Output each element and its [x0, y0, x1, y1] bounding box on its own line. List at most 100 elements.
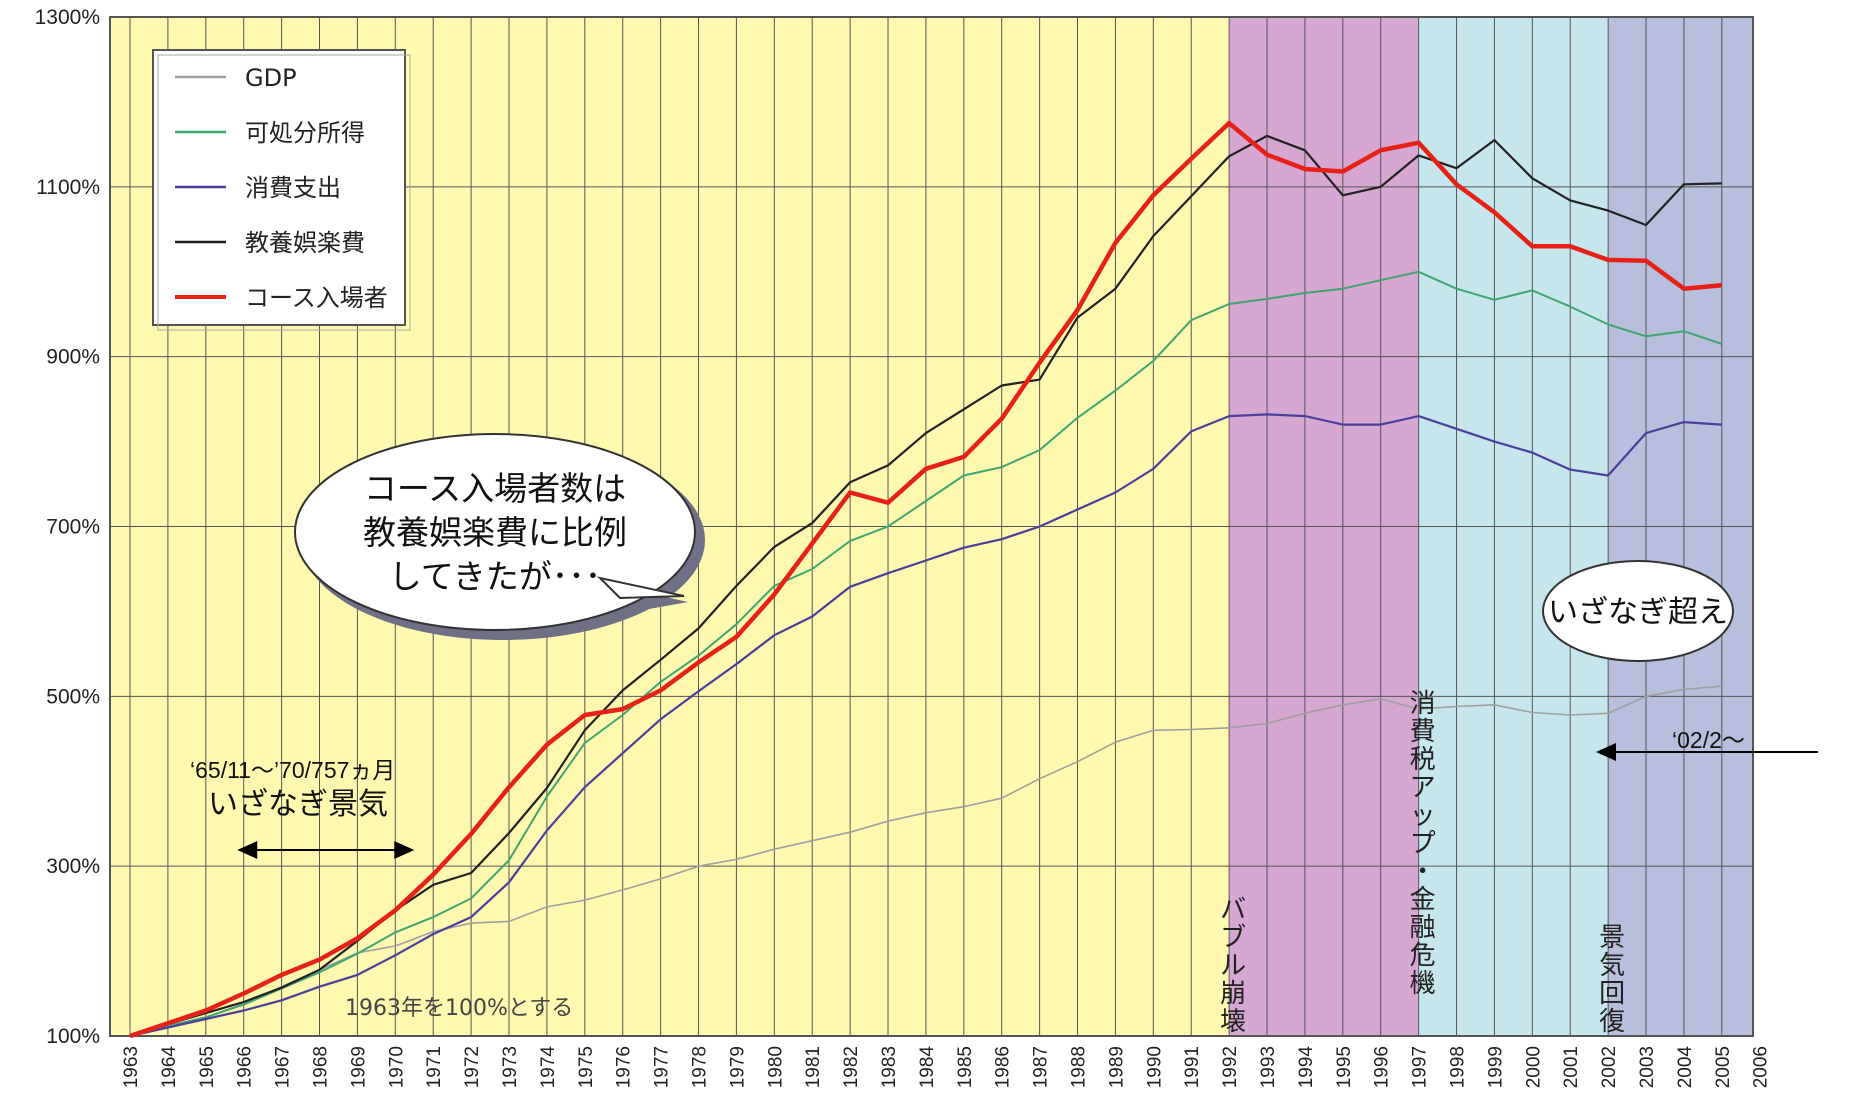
series-line — [129, 413, 1722, 1038]
x-tick-label: 1992 — [1220, 1046, 1241, 1088]
period-label-char: ル — [1220, 951, 1246, 981]
from-label: ‘02/2～ — [1672, 727, 1745, 753]
y-tick-label: 700% — [46, 516, 100, 539]
legend-box — [152, 49, 406, 326]
y-tick-label: 100% — [46, 1025, 100, 1048]
y-tick-label: 900% — [46, 346, 100, 369]
x-tick-label: 1995 — [1334, 1046, 1355, 1088]
series-line — [129, 120, 1723, 1039]
legend-label: 消費支出 — [245, 174, 341, 202]
x-tick-label: 1973 — [500, 1046, 521, 1088]
plot-frame — [109, 16, 1754, 1037]
x-tick-label: 1978 — [690, 1046, 711, 1088]
x-tick-label: 1982 — [841, 1046, 862, 1088]
period-label-char: 壊 — [1220, 1007, 1246, 1037]
y-tick-label: 300% — [46, 855, 100, 878]
x-tick-label: 2004 — [1675, 1046, 1696, 1089]
x-tick-label: 1987 — [1031, 1046, 1052, 1088]
period-label-char: ブ — [1220, 923, 1246, 953]
izanagi-label: いざなぎ景気 — [208, 787, 388, 822]
series-line — [129, 270, 1723, 1037]
x-tick-label: 1996 — [1372, 1046, 1393, 1088]
x-tick-label: 2003 — [1637, 1046, 1658, 1088]
x-tick-label: 1964 — [159, 1046, 180, 1089]
legend-label: 可処分所得 — [245, 119, 365, 147]
x-tick-label: 1994 — [1296, 1046, 1317, 1089]
x-tick-label: 1976 — [614, 1046, 635, 1088]
y-tick-label: 500% — [46, 685, 100, 708]
x-tick-label: 1966 — [235, 1046, 256, 1088]
x-tick-label: 2001 — [1561, 1046, 1582, 1088]
period-label-char: 費 — [1410, 717, 1436, 747]
y-tick-label: 1300% — [35, 6, 100, 29]
period-label-char: 機 — [1410, 969, 1436, 999]
period-label-char: ッ — [1410, 801, 1436, 831]
x-tick-label: 2000 — [1523, 1046, 1544, 1088]
x-tick-label: 1993 — [1258, 1046, 1279, 1088]
legend-label: コース入場者 — [245, 284, 388, 312]
x-tick-label: 1972 — [462, 1046, 483, 1088]
period-label-char: プ — [1410, 829, 1436, 859]
izanagi-period: ‘65/11～’70/757ヵ月 — [190, 757, 395, 783]
x-tick-label: 1998 — [1448, 1046, 1469, 1088]
period-label-char: 危 — [1410, 941, 1436, 971]
x-tick-label: 1990 — [1144, 1046, 1165, 1088]
legend-label: GDP — [245, 64, 297, 92]
x-tick-label: 2006 — [1751, 1046, 1772, 1088]
x-tick-label: 1968 — [311, 1046, 332, 1088]
x-tick-label: 1971 — [424, 1046, 445, 1088]
y-tick-label: 1100% — [36, 176, 100, 199]
x-tick-label: 1980 — [765, 1046, 786, 1088]
series-line — [129, 685, 1722, 1037]
izanagi-goe-annotation: いざなぎ超え ‘02/2～ — [1542, 560, 1818, 761]
izanagi-goe-label: いざなぎ超え — [1548, 595, 1728, 630]
period-label-char: 景 — [1599, 923, 1625, 953]
x-tick-label: 2002 — [1599, 1046, 1620, 1088]
x-tick-label: 1997 — [1410, 1046, 1431, 1088]
x-axis-ticks: 1963 1964 1965 1966 1967 1968 1969 1970 1971 1972… — [121, 1046, 1772, 1089]
period-label-char: 金 — [1410, 885, 1436, 915]
x-tick-label: 1974 — [538, 1046, 559, 1089]
x-tick-label: 1991 — [1182, 1046, 1203, 1088]
legend-label: 教養娯楽費 — [245, 229, 365, 257]
x-tick-label: 1975 — [576, 1046, 597, 1088]
period-label-char: 消 — [1410, 689, 1436, 719]
period-label-char: 回 — [1599, 979, 1625, 1009]
x-tick-label: 1977 — [652, 1046, 673, 1088]
bubble-line-1: コース入場者数は — [364, 469, 626, 508]
x-tick-label: 1984 — [917, 1046, 938, 1089]
x-tick-label: 1979 — [727, 1046, 748, 1088]
period-label-char: ・ — [1410, 857, 1436, 887]
bubble-line-2: 教養娯楽費に比例 — [363, 513, 627, 552]
y-axis-ticks: 100% 300% 500% 700% 900% 1100% 1300% — [35, 6, 100, 1048]
x-tick-label: 2005 — [1713, 1046, 1734, 1088]
x-tick-label: 1967 — [273, 1046, 294, 1088]
x-tick-label: 1969 — [348, 1046, 369, 1088]
x-tick-label: 1981 — [803, 1046, 824, 1088]
x-tick-label: 1985 — [955, 1046, 976, 1088]
series-lines — [129, 120, 1723, 1039]
period-label-char: ア — [1410, 773, 1436, 803]
x-tick-label: 1970 — [386, 1046, 407, 1088]
arrowhead-right — [394, 841, 415, 859]
period-label-char: 税 — [1410, 745, 1436, 775]
baseline-note: 1963年を100%とする — [345, 996, 573, 1021]
period-label-char: 崩 — [1220, 979, 1246, 1009]
izanagi-annotation: ‘65/11～’70/757ヵ月 いざなぎ景気 — [190, 757, 415, 859]
x-tick-label: 1983 — [879, 1046, 900, 1088]
x-tick-label: 1986 — [993, 1046, 1014, 1088]
arrowhead-left — [237, 841, 258, 859]
x-tick-label: 1988 — [1069, 1046, 1090, 1088]
bubble-line-3: してきたが･･･ — [389, 557, 602, 596]
arrowhead-left — [1596, 743, 1616, 761]
x-tick-label: 1989 — [1106, 1046, 1127, 1088]
period-label-char: 復 — [1599, 1007, 1625, 1037]
period-label-char: 気 — [1599, 951, 1625, 981]
x-tick-label: 1965 — [197, 1046, 218, 1088]
period-label-char: バ — [1220, 895, 1246, 925]
x-tick-label: 1963 — [121, 1046, 142, 1088]
period-label-char: 融 — [1410, 913, 1436, 943]
